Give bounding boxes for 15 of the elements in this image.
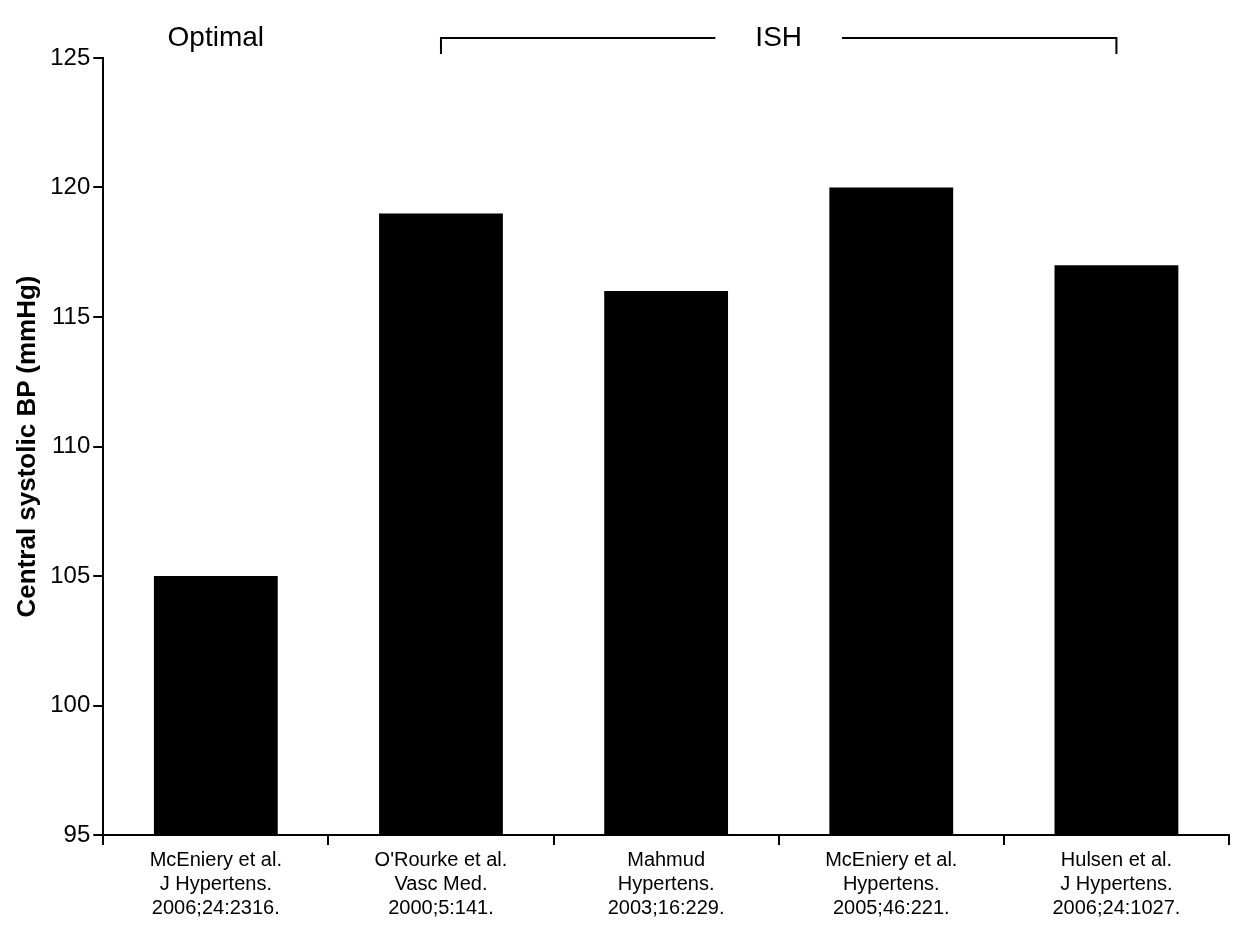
y-tick-label: 115 <box>51 301 91 329</box>
x-tick-label: McEniery et al. Hypertens. 2005;46:221. <box>825 847 958 918</box>
x-tick-label: O'Rourke et al. Vasc Med. 2000;5:141. <box>374 847 508 918</box>
x-tick-label: Hulsen et al. J Hypertens. 2006;24:1027. <box>1052 847 1181 918</box>
text: ISH <box>755 20 803 52</box>
y-tick-label: 100 <box>50 690 91 718</box>
y-tick-label: 110 <box>51 431 91 459</box>
y-tick-label: 120 <box>50 172 91 200</box>
x-tick-label: Mahmud Hypertens. 2003;16:229. <box>607 847 725 918</box>
y-axis-title: Central systolic BP (mmHg) <box>10 275 41 618</box>
x-tick-label: McEniery et al. J Hypertens. 2006;24:2316. <box>149 847 282 918</box>
y-tick-label: 95 <box>63 819 91 847</box>
y-tick-label: 125 <box>50 42 91 70</box>
y-tick-label: 105 <box>50 560 91 588</box>
text: Optimal <box>167 20 265 52</box>
